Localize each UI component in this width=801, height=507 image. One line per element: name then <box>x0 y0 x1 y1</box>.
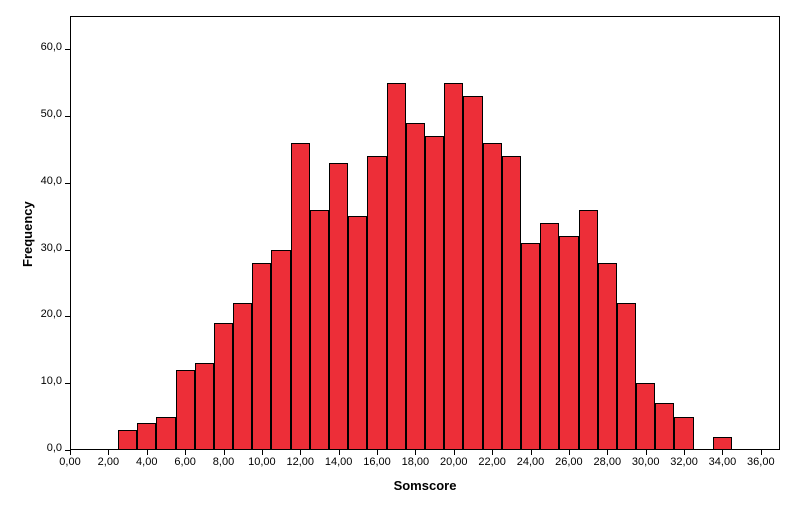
x-tick-label: 32,00 <box>670 456 698 468</box>
histogram-bar <box>387 83 406 450</box>
histogram-bar <box>329 163 348 450</box>
histogram-bar <box>521 243 540 450</box>
x-tick-label: 22,00 <box>478 456 506 468</box>
y-tick <box>65 116 70 117</box>
histogram-bar <box>348 216 367 450</box>
histogram-bar <box>674 417 693 450</box>
x-tick <box>339 450 340 455</box>
x-tick <box>377 450 378 455</box>
x-tick <box>531 450 532 455</box>
histogram-bar <box>559 236 578 450</box>
x-tick-label: 2,00 <box>98 456 119 468</box>
y-tick-label: 0,0 <box>0 442 62 454</box>
x-tick-label: 8,00 <box>213 456 234 468</box>
histogram-bar <box>291 143 310 450</box>
x-tick <box>415 450 416 455</box>
histogram-bar <box>233 303 252 450</box>
y-axis-label: Frequency <box>20 201 35 267</box>
x-tick-label: 24,00 <box>517 456 545 468</box>
histogram-bar <box>214 323 233 450</box>
histogram-bar <box>655 403 674 450</box>
histogram-bar <box>444 83 463 450</box>
histogram-bar <box>252 263 271 450</box>
x-tick-label: 26,00 <box>555 456 583 468</box>
y-tick <box>65 316 70 317</box>
histogram-bar <box>579 210 598 450</box>
histogram-bar <box>137 423 156 450</box>
y-tick <box>65 383 70 384</box>
histogram-bar <box>367 156 386 450</box>
histogram-bar <box>425 136 444 450</box>
x-tick-label: 12,00 <box>287 456 315 468</box>
y-tick-label: 60,0 <box>0 41 62 53</box>
x-tick-label: 14,00 <box>325 456 353 468</box>
x-tick <box>761 450 762 455</box>
x-tick <box>185 450 186 455</box>
x-tick-label: 0,00 <box>59 456 80 468</box>
histogram-bar <box>118 430 137 450</box>
y-tick-label: 50,0 <box>0 108 62 120</box>
y-tick-label: 10,0 <box>0 375 62 387</box>
x-tick <box>224 450 225 455</box>
histogram-bar <box>406 123 425 450</box>
histogram-bar <box>156 417 175 450</box>
x-tick <box>70 450 71 455</box>
x-tick-label: 16,00 <box>363 456 391 468</box>
x-tick-label: 36,00 <box>747 456 775 468</box>
x-tick-label: 4,00 <box>136 456 157 468</box>
x-tick <box>454 450 455 455</box>
histogram-bar <box>713 437 732 450</box>
x-tick-label: 18,00 <box>402 456 430 468</box>
histogram-bar <box>617 303 636 450</box>
x-tick-label: 28,00 <box>594 456 622 468</box>
x-tick-label: 6,00 <box>174 456 195 468</box>
histogram-chart: 0,010,020,030,040,050,060,0 0,002,004,00… <box>0 0 801 507</box>
x-tick <box>722 450 723 455</box>
y-tick <box>65 250 70 251</box>
y-tick-label: 20,0 <box>0 308 62 320</box>
histogram-bar <box>463 96 482 450</box>
x-tick <box>569 450 570 455</box>
y-tick-label: 40,0 <box>0 175 62 187</box>
x-tick <box>684 450 685 455</box>
histogram-bar <box>636 383 655 450</box>
x-axis-label: Somscore <box>70 478 780 493</box>
histogram-bar <box>195 363 214 450</box>
x-tick <box>262 450 263 455</box>
x-tick <box>147 450 148 455</box>
histogram-bar <box>176 370 195 450</box>
x-tick-label: 34,00 <box>709 456 737 468</box>
histogram-bar <box>483 143 502 450</box>
x-tick <box>108 450 109 455</box>
histogram-bar <box>310 210 329 450</box>
histogram-bar <box>502 156 521 450</box>
x-tick <box>300 450 301 455</box>
histogram-bar <box>271 250 290 450</box>
y-tick <box>65 183 70 184</box>
x-tick-label: 30,00 <box>632 456 660 468</box>
histogram-bar <box>540 223 559 450</box>
histogram-bar <box>598 263 617 450</box>
x-tick-label: 10,00 <box>248 456 276 468</box>
y-tick <box>65 49 70 50</box>
x-tick <box>492 450 493 455</box>
x-tick <box>646 450 647 455</box>
x-tick-label: 20,00 <box>440 456 468 468</box>
x-tick <box>607 450 608 455</box>
